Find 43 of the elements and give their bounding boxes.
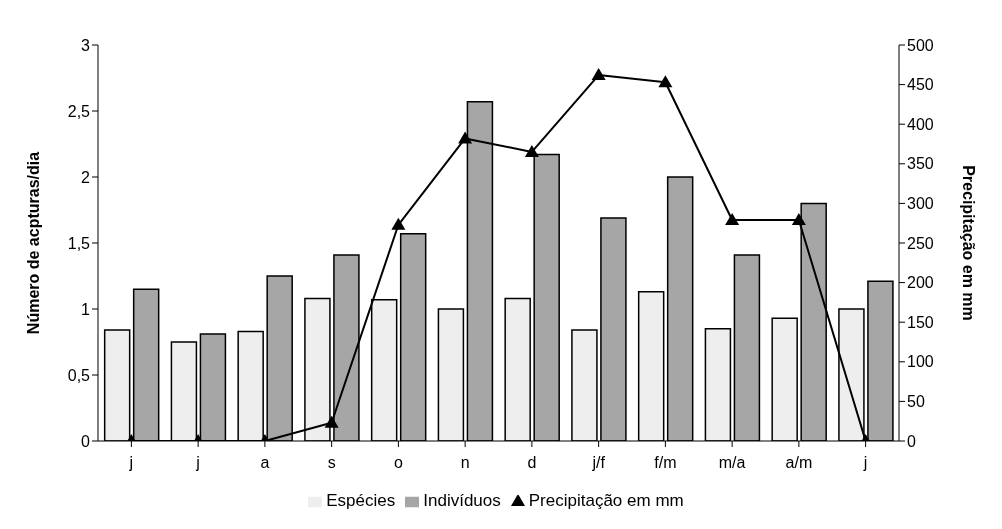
y-tick-label: 3 — [81, 36, 91, 54]
y-tick-label: 0,5 — [67, 366, 91, 384]
y2-tick-label: 350 — [907, 155, 934, 173]
y2-tick-label: 50 — [907, 393, 925, 411]
y2-tick-label: 150 — [907, 313, 934, 331]
y2-tick-label: 250 — [907, 234, 934, 252]
y-axis-title: Número de acpturas/dia — [24, 151, 42, 335]
x-tick-label: a/m — [785, 454, 813, 472]
legend-label: Espécies — [326, 491, 396, 510]
x-tick-label: f/m — [654, 454, 677, 472]
x-tick-label: j — [862, 454, 868, 472]
y2-tick-label: 500 — [907, 36, 934, 54]
x-tick-label: j — [195, 454, 200, 472]
y2-tick-label: 200 — [907, 274, 934, 292]
y-tick-label: 2,5 — [67, 102, 91, 120]
y2-axis-title: Precipitação em mm — [960, 165, 978, 321]
y-tick-label: 0 — [81, 432, 91, 450]
x-tick-label: j — [128, 454, 134, 472]
legend-label: Precipitação em mm — [528, 491, 684, 510]
point — [725, 213, 740, 226]
x-tick-label: o — [393, 454, 403, 472]
y2-tick-label: 300 — [907, 195, 934, 213]
y2-tick-label: 400 — [907, 115, 934, 133]
y-tick-label: 1,5 — [67, 234, 91, 252]
y2-tick-label: 100 — [907, 353, 934, 371]
legend-label: Indivíduos — [423, 491, 501, 510]
x-tick-label: a — [260, 454, 270, 472]
y-tick-label: 2 — [81, 168, 91, 186]
y2-tick-label: 0 — [907, 432, 916, 450]
point — [391, 217, 406, 230]
point — [791, 213, 806, 226]
point — [524, 144, 539, 157]
x-tick-label: m/a — [718, 454, 746, 472]
x-tick-label: n — [460, 454, 470, 472]
x-tick-label: d — [527, 454, 537, 472]
y2-tick-label: 450 — [907, 76, 934, 94]
y-tick-label: 1 — [81, 300, 91, 318]
point — [658, 75, 673, 88]
point — [458, 131, 473, 144]
x-tick-label: s — [327, 454, 336, 472]
point — [591, 68, 606, 81]
x-tick-label: j/f — [591, 454, 606, 472]
point — [324, 415, 339, 428]
